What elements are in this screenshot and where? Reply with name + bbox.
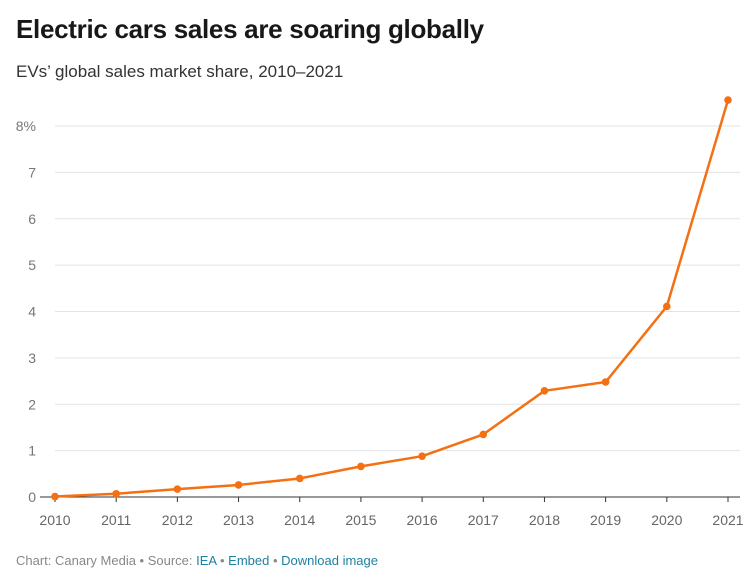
embed-link[interactable]: Embed	[228, 553, 270, 568]
data-point	[724, 96, 732, 104]
data-point	[601, 378, 610, 386]
series-line	[53, 98, 730, 498]
y-tick-label: 8%	[16, 118, 36, 134]
source-link[interactable]: IEA	[196, 553, 217, 568]
x-tick-label: 2018	[529, 512, 560, 528]
x-tick-label: 2019	[590, 512, 621, 528]
footer-credit: Chart: Canary Media • Source:	[16, 553, 197, 568]
y-tick-label: 3	[28, 350, 36, 366]
y-tick-label: 5	[28, 257, 36, 273]
line-chart: 0 1 2 3 4 5 6 7 8% 2010 2011 2012 2013 2014 2015 2016 20…	[16, 96, 744, 528]
x-tick-label: 2014	[284, 512, 315, 528]
data-point	[173, 485, 182, 493]
x-tick-label: 2010	[39, 512, 70, 528]
footer-separator: •	[216, 553, 229, 568]
x-tick-label: 2016	[407, 512, 438, 528]
x-tick-label: 2013	[223, 512, 254, 528]
x-tick-label: 2015	[345, 512, 376, 528]
x-tick-label: 2021	[712, 512, 743, 528]
x-tick-label: 2011	[101, 512, 131, 528]
data-point	[540, 387, 549, 395]
y-tick-label: 6	[28, 211, 36, 227]
data-point	[418, 452, 426, 460]
x-tick-label: 2012	[162, 512, 193, 528]
data-point	[51, 492, 59, 501]
data-point	[663, 302, 671, 311]
y-tick-label: 2	[28, 396, 36, 412]
y-tick-label: 0	[28, 489, 36, 505]
chart-title: Electric cars sales are soaring globally	[16, 14, 484, 44]
y-tick-label: 4	[28, 304, 36, 320]
chart-subtitle: EVs’ global sales market share, 2010–202…	[16, 62, 344, 81]
data-point	[479, 430, 488, 439]
download-image-link[interactable]: Download image	[281, 553, 378, 568]
data-point	[112, 489, 120, 498]
data-point	[357, 462, 365, 471]
y-tick-label: 7	[28, 164, 36, 180]
chart-footer: Chart: Canary Media • Source: IEA • Embe…	[16, 553, 378, 568]
x-tick-label: 2020	[651, 512, 682, 528]
x-tick-label: 2017	[468, 512, 499, 528]
data-point	[234, 481, 243, 489]
data-point	[295, 474, 304, 483]
y-tick-label: 1	[28, 443, 36, 459]
footer-separator: •	[269, 553, 282, 568]
